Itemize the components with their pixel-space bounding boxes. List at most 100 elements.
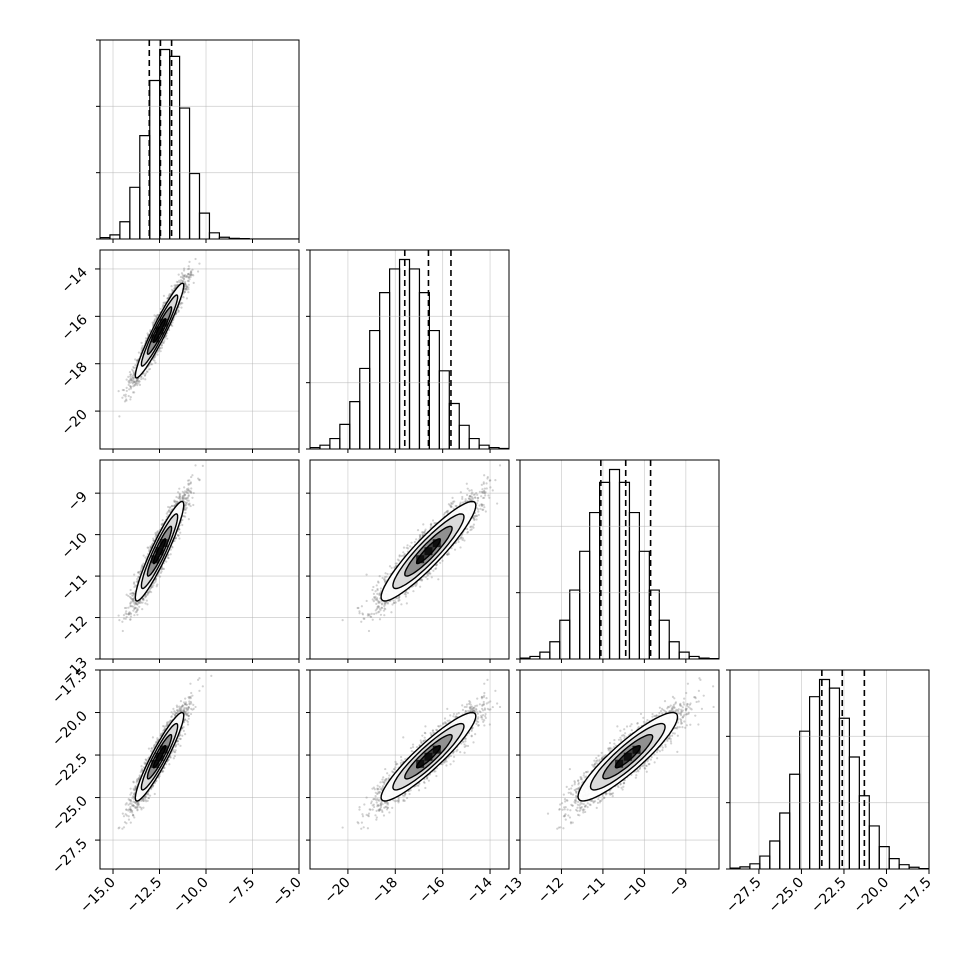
- sample-point: [375, 612, 377, 614]
- sample-point: [486, 477, 488, 479]
- sample-point: [141, 608, 143, 610]
- sample-point: [137, 571, 139, 573]
- sample-point: [188, 284, 190, 286]
- sample-point: [366, 600, 368, 602]
- sample-point: [400, 603, 402, 605]
- sample-point: [184, 733, 186, 735]
- histogram-bar: [330, 439, 340, 449]
- sample-point: [122, 813, 124, 815]
- sample-point: [460, 491, 462, 493]
- sample-point: [161, 570, 163, 572]
- sample-point: [163, 295, 165, 297]
- density-peak: [156, 547, 164, 555]
- sample-point: [140, 601, 142, 603]
- sample-point: [419, 536, 421, 538]
- sample-point: [430, 524, 432, 526]
- sample-point: [499, 464, 501, 466]
- sample-point: [363, 618, 365, 620]
- sample-point: [487, 494, 489, 496]
- sample-point: [187, 495, 189, 497]
- sample-point: [376, 593, 378, 595]
- sample-point: [128, 380, 130, 382]
- sample-point: [166, 512, 168, 514]
- histogram-bar: [550, 642, 560, 659]
- sample-point: [179, 498, 181, 500]
- density-peak: [433, 539, 441, 547]
- sample-point: [178, 274, 180, 276]
- sample-point: [171, 546, 173, 548]
- histogram-bar: [629, 513, 639, 659]
- sample-point: [425, 576, 427, 578]
- sample-point: [384, 572, 386, 574]
- sample-point: [478, 514, 480, 516]
- sample-point: [384, 578, 386, 580]
- sample-point: [481, 504, 483, 506]
- sample-point: [177, 491, 179, 493]
- sample-point: [183, 278, 185, 280]
- sample-point: [177, 743, 179, 745]
- sample-point: [170, 711, 172, 713]
- sample-point: [382, 577, 384, 579]
- sample-point: [172, 708, 174, 710]
- sample-point: [372, 619, 374, 621]
- sample-point: [121, 621, 123, 623]
- sample-point: [184, 512, 186, 514]
- sample-point: [131, 595, 133, 597]
- density-peak: [156, 327, 164, 335]
- sample-point: [371, 613, 373, 615]
- sample-point: [188, 518, 190, 520]
- sample-point: [494, 479, 496, 481]
- sample-point: [131, 380, 133, 382]
- sample-point: [361, 612, 363, 614]
- sample-point: [484, 494, 486, 496]
- histogram-bar: [770, 841, 780, 869]
- histogram-bar: [350, 402, 360, 449]
- sample-point: [198, 263, 200, 265]
- sample-point: [186, 497, 188, 499]
- sample-point: [373, 593, 375, 595]
- sample-point: [439, 562, 441, 564]
- sample-point: [140, 808, 142, 810]
- sample-point: [153, 314, 155, 316]
- sample-point: [132, 391, 134, 393]
- sample-point: [403, 547, 405, 549]
- sample-point: [178, 310, 180, 312]
- histogram-bar: [790, 774, 800, 869]
- sample-point: [473, 519, 475, 521]
- sample-point: [121, 397, 123, 399]
- sample-point: [186, 507, 188, 509]
- sample-point: [181, 280, 183, 282]
- sample-point: [127, 607, 129, 609]
- sample-point: [485, 510, 487, 512]
- sample-point: [477, 510, 479, 512]
- sample-point: [460, 536, 462, 538]
- sample-point: [462, 537, 464, 539]
- sample-point: [475, 515, 477, 517]
- scatter-2-1: [342, 454, 520, 632]
- sample-point: [134, 364, 136, 366]
- sample-point: [377, 580, 379, 582]
- sample-point: [379, 618, 381, 620]
- sample-point: [140, 765, 142, 767]
- sample-point: [136, 580, 138, 582]
- sample-point: [190, 505, 192, 507]
- sample-point: [155, 533, 157, 535]
- histogram-2: [520, 469, 719, 659]
- sample-point: [187, 291, 189, 293]
- sample-point: [398, 559, 400, 561]
- sample-point: [450, 505, 452, 507]
- sample-point: [142, 377, 144, 379]
- sample-point: [415, 585, 417, 587]
- sample-point: [167, 557, 169, 559]
- histogram-bar: [679, 652, 689, 659]
- sample-point: [141, 345, 143, 347]
- sample-point: [178, 488, 180, 490]
- sample-point: [123, 389, 125, 391]
- sample-point: [447, 510, 449, 512]
- sample-point: [391, 567, 393, 569]
- sample-point: [402, 551, 404, 553]
- histogram-bar: [469, 439, 479, 449]
- sample-point: [488, 497, 490, 499]
- sample-point: [194, 464, 196, 466]
- sample-point: [190, 713, 192, 715]
